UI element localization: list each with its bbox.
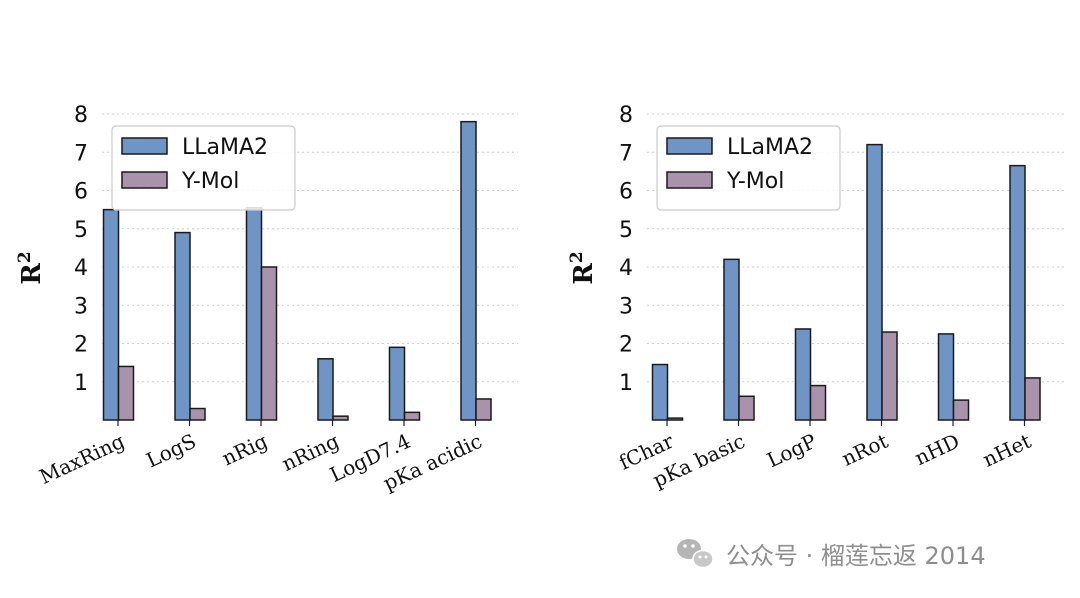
y-tick-label: 4	[74, 256, 88, 281]
bar-ymol-logp	[809, 384, 827, 421]
legend-label: LLaMA2	[182, 135, 268, 160]
bar-llama2-nrig	[245, 206, 263, 421]
y-tick-label: 3	[619, 294, 633, 319]
y-axis-label-superscript: 2	[567, 251, 587, 263]
bar-llama2-fchar	[651, 363, 669, 421]
legend-label: Y-Mol	[181, 169, 239, 194]
x-tick-label: MaxRing	[36, 429, 129, 489]
bar-llama2-pkabasic	[723, 258, 740, 421]
y-axis-label-base: R	[569, 263, 599, 285]
bar-ymol-pkaacidic	[475, 398, 492, 421]
y-tick-label: 4	[619, 256, 633, 281]
x-tick-label: LogS	[142, 429, 199, 473]
bar-ymol-nhet	[1024, 377, 1041, 421]
bar-llama2-logs	[174, 231, 191, 421]
y-tick-label: 7	[74, 141, 88, 166]
x-tick-label: nRig	[218, 429, 271, 471]
bar-llama2-maxring	[102, 208, 120, 421]
bar-ymol-nrig	[260, 266, 278, 421]
bar-llama2-nrot	[866, 143, 883, 421]
watermark: 公众号 · 榴莲忘返 2014	[677, 539, 986, 570]
bar-llama2-logd74	[388, 346, 406, 421]
legend-swatch-llama2	[666, 137, 713, 155]
y-tick-label: 3	[74, 294, 88, 319]
x-tick-label: nHet	[979, 429, 1035, 472]
bar-llama2-nhd	[937, 333, 955, 421]
y-tick-label: 8	[74, 103, 88, 128]
bar-ymol-logs	[189, 407, 206, 421]
legend-label: LLaMA2	[727, 135, 813, 160]
y-tick-label: 8	[619, 103, 633, 128]
y-tick-label: 5	[619, 218, 633, 243]
legend-label: Y-Mol	[726, 169, 784, 194]
y-tick-label: 2	[74, 333, 88, 358]
bar-ymol-nrot	[881, 331, 898, 421]
legend-swatch-ymol	[121, 171, 168, 189]
legend-swatch-llama2	[121, 137, 168, 155]
y-tick-label: 1	[619, 371, 633, 396]
x-tick-label: LogP	[763, 429, 820, 473]
legend-swatch-ymol	[666, 171, 713, 189]
y-tick-label: 1	[74, 371, 88, 396]
y-tick-label: 2	[619, 333, 633, 358]
bar-ymol-nhd	[952, 399, 970, 421]
wechat-icon	[677, 539, 714, 569]
y-axis-label: R2	[567, 251, 599, 284]
y-tick-label: 6	[74, 180, 88, 205]
y-tick-label: 5	[74, 218, 88, 243]
y-tick-label: 6	[619, 180, 633, 205]
y-axis-label-base: R	[17, 263, 47, 285]
y-axis-label-superscript: 2	[15, 251, 35, 263]
x-tick-label: nRot	[838, 429, 892, 471]
bar-llama2-pkaacidic	[460, 120, 477, 421]
bar-llama2-nring	[317, 358, 334, 421]
watermark-text: 公众号 · 榴莲忘返 2014	[726, 542, 986, 570]
x-tick-label: nHD	[911, 429, 963, 470]
bar-ymol-pkabasic	[738, 395, 755, 421]
bar-llama2-nhet	[1009, 164, 1026, 421]
bar-llama2-logp	[794, 328, 812, 421]
y-tick-label: 7	[619, 141, 633, 166]
bar-ymol-nring	[332, 415, 349, 421]
bar-ymol-maxring	[117, 365, 135, 421]
bar-ymol-fchar	[666, 417, 684, 421]
bar-ymol-logd74	[403, 411, 421, 421]
y-axis-label: R2	[15, 251, 47, 284]
